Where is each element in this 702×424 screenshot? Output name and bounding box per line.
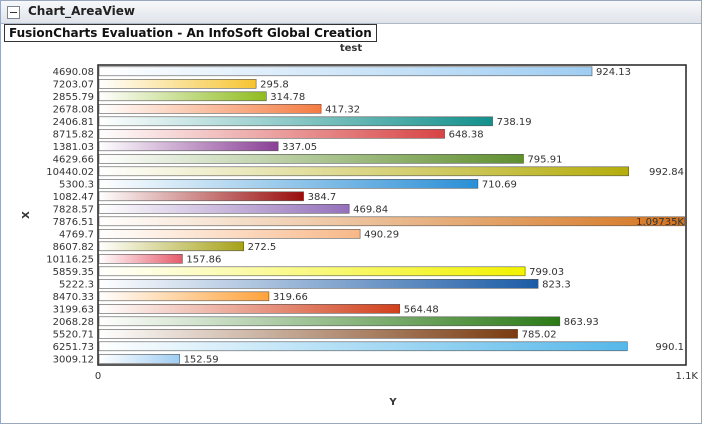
bar[interactable] (98, 266, 526, 277)
bar[interactable] (98, 216, 685, 227)
x-axis-title: X (21, 211, 32, 219)
value-label: 648.38 (449, 129, 484, 140)
category-label: 8607.82 (53, 242, 94, 253)
bar[interactable] (98, 104, 322, 114)
category-label: 10440.02 (46, 167, 94, 178)
category-label: 2678.08 (53, 104, 94, 115)
bar[interactable] (98, 316, 561, 327)
panel-header: Chart_AreaView (1, 1, 701, 24)
value-tick-label: 1.1K (676, 371, 699, 382)
bar[interactable] (98, 179, 479, 189)
bar[interactable] (98, 353, 180, 364)
value-label: 738.19 (497, 117, 532, 128)
value-label: 799.03 (529, 267, 564, 278)
bar[interactable] (98, 66, 593, 77)
category-label: 1381.03 (53, 142, 94, 153)
category-label: 4769.7 (59, 229, 94, 240)
value-label: 272.5 (248, 242, 277, 253)
value-label: 990.1 (655, 342, 684, 353)
category-label: 5520.71 (53, 329, 94, 340)
category-label: 2068.28 (53, 317, 94, 328)
evaluation-watermark: FusionCharts Evaluation - An InfoSoft Gl… (4, 24, 377, 42)
category-label: 7203.07 (53, 79, 94, 90)
bar[interactable] (98, 141, 279, 152)
category-label: 4690.08 (53, 67, 94, 78)
bars-layer (98, 66, 685, 364)
value-label: 992.84 (649, 167, 684, 178)
bar[interactable] (98, 291, 270, 302)
category-label: 6251.73 (53, 342, 94, 353)
category-label: 8715.82 (53, 129, 94, 140)
value-label: 710.69 (482, 179, 517, 190)
category-label: 5859.35 (53, 267, 94, 278)
value-label: 1.09735K (636, 217, 684, 228)
bar[interactable] (98, 328, 518, 339)
category-label: 8470.33 (53, 292, 94, 303)
bar[interactable] (98, 341, 628, 352)
category-label: 3009.12 (53, 354, 94, 365)
value-labels: 924.13 295.8 314.78 417.32 738.19 648.38 337.0… (184, 67, 685, 365)
value-tick-label: 0 (95, 371, 101, 382)
value-label: 417.32 (325, 104, 360, 115)
value-label: 295.8 (260, 79, 289, 90)
category-label: 5222.3 (59, 279, 94, 290)
value-label: 564.48 (404, 304, 439, 315)
value-axis-ticks: 0 1.1K (95, 371, 699, 382)
value-label: 795.91 (527, 154, 562, 165)
bar[interactable] (98, 166, 630, 177)
plot-area (97, 64, 687, 366)
category-label: 2855.79 (53, 92, 94, 103)
value-label: 152.59 (184, 354, 219, 365)
panel-body: FusionCharts Evaluation - An InfoSoft Gl… (1, 24, 701, 423)
bar[interactable] (98, 191, 304, 202)
bar[interactable] (98, 229, 361, 239)
category-label: 5300.3 (59, 179, 94, 190)
category-label: 7828.57 (53, 204, 94, 215)
bar[interactable] (98, 154, 524, 164)
category-label: 1082.47 (53, 192, 94, 203)
value-label: 319.66 (273, 292, 308, 303)
value-label: 384.7 (308, 192, 337, 203)
collapse-icon[interactable] (7, 6, 20, 19)
value-label: 823.3 (542, 279, 571, 290)
bar[interactable] (98, 303, 401, 314)
value-label: 785.02 (522, 329, 557, 340)
value-label: 157.86 (186, 254, 221, 265)
bar[interactable] (98, 129, 445, 139)
category-label: 3199.63 (53, 304, 94, 315)
y-axis-title: Y (388, 397, 397, 408)
category-label: 7876.51 (53, 217, 94, 228)
category-label: 4629.66 (53, 154, 94, 165)
value-label: 490.29 (364, 229, 399, 240)
bar[interactable] (98, 78, 257, 89)
value-label: 314.78 (270, 92, 305, 103)
bar[interactable] (98, 279, 539, 289)
category-label: 2406.81 (53, 117, 94, 128)
bar[interactable] (98, 254, 183, 264)
value-label: 469.84 (353, 204, 388, 215)
panel-title: Chart_AreaView (28, 4, 135, 18)
category-label: 10116.25 (46, 254, 94, 265)
bar[interactable] (98, 241, 244, 252)
bar[interactable] (98, 116, 493, 127)
bar[interactable] (98, 91, 267, 102)
value-label: 863.93 (564, 317, 599, 328)
chart-title: test (340, 43, 363, 54)
bar[interactable] (98, 204, 350, 214)
value-label: 924.13 (596, 67, 631, 78)
value-label: 337.05 (282, 142, 317, 153)
